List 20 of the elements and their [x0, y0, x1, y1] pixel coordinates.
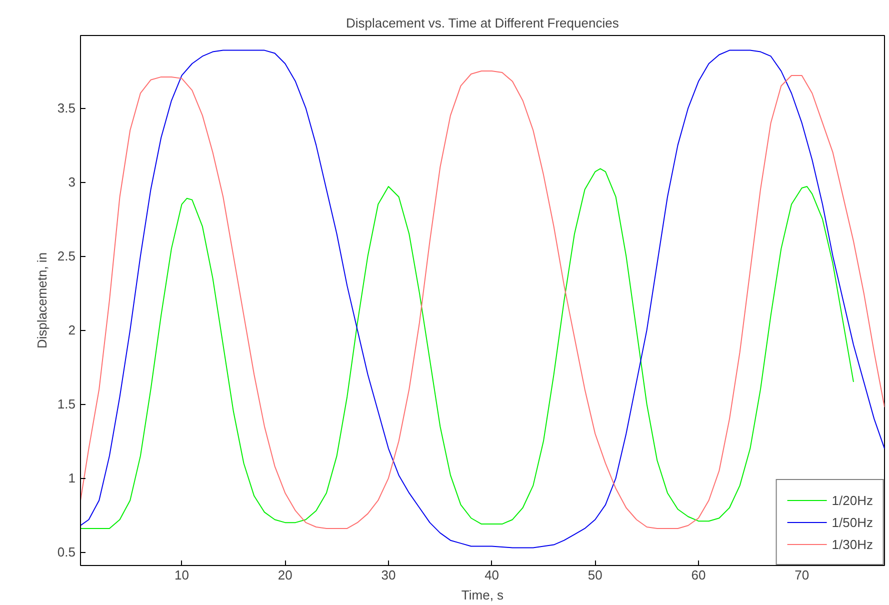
- x-tick-label: 60: [691, 568, 706, 582]
- y-tick-label: 1: [68, 470, 76, 486]
- y-axis-title: Displacemetn, in: [34, 252, 50, 349]
- y-tick-label: 3.5: [57, 100, 76, 116]
- legend-label: 1/20Hz: [832, 492, 873, 508]
- y-tick-label: 2: [68, 322, 76, 338]
- x-tick-label: 40: [484, 568, 500, 582]
- y-tick-label: 1.5: [57, 396, 76, 412]
- x-tick-label: 10: [174, 568, 190, 582]
- x-tick-label: 50: [588, 568, 602, 582]
- y-tick-label: 2.5: [57, 248, 76, 264]
- x-tick-label: 70: [794, 568, 810, 582]
- x-axis-title: Time, s: [461, 588, 504, 602]
- chart-title: Displacement vs. Time at Different Frequencies: [346, 16, 620, 30]
- legend-label: 1/30Hz: [832, 536, 873, 552]
- legend-label: 1/50Hz: [832, 514, 873, 530]
- y-tick-label: 0.5: [57, 544, 76, 560]
- x-tick-label: 20: [278, 568, 292, 582]
- x-tick-label: 30: [381, 568, 396, 582]
- y-tick-label: 3: [68, 174, 76, 190]
